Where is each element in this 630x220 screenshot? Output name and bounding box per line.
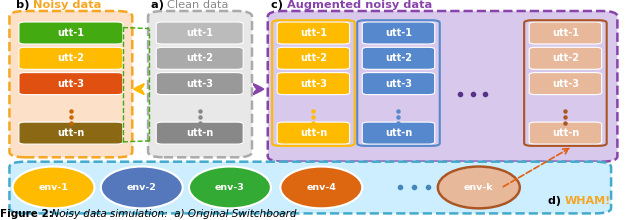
Text: utt-1: utt-1 bbox=[186, 28, 213, 38]
FancyBboxPatch shape bbox=[268, 11, 617, 162]
Text: utt-2: utt-2 bbox=[57, 53, 84, 63]
FancyBboxPatch shape bbox=[19, 122, 123, 144]
Text: env-1: env-1 bbox=[38, 183, 69, 192]
Text: env-k: env-k bbox=[464, 183, 494, 192]
FancyBboxPatch shape bbox=[529, 22, 602, 44]
FancyBboxPatch shape bbox=[529, 73, 602, 95]
Ellipse shape bbox=[438, 167, 520, 208]
Ellipse shape bbox=[280, 167, 362, 208]
FancyBboxPatch shape bbox=[277, 73, 350, 95]
FancyBboxPatch shape bbox=[156, 47, 243, 69]
Ellipse shape bbox=[189, 167, 271, 208]
Text: utt-2: utt-2 bbox=[552, 53, 579, 63]
FancyBboxPatch shape bbox=[277, 22, 350, 44]
Text: utt-2: utt-2 bbox=[300, 53, 327, 63]
Text: utt-n: utt-n bbox=[385, 128, 412, 138]
Text: utt-3: utt-3 bbox=[552, 79, 579, 89]
FancyBboxPatch shape bbox=[9, 162, 611, 213]
Text: utt-2: utt-2 bbox=[186, 53, 213, 63]
Text: utt-3: utt-3 bbox=[300, 79, 327, 89]
FancyBboxPatch shape bbox=[529, 122, 602, 144]
Text: utt-1: utt-1 bbox=[300, 28, 327, 38]
FancyBboxPatch shape bbox=[362, 22, 435, 44]
Text: d): d) bbox=[548, 196, 565, 206]
Ellipse shape bbox=[13, 167, 94, 208]
FancyBboxPatch shape bbox=[156, 122, 243, 144]
Text: utt-3: utt-3 bbox=[186, 79, 213, 89]
Text: Noisy data: Noisy data bbox=[33, 0, 102, 10]
FancyBboxPatch shape bbox=[362, 47, 435, 69]
FancyBboxPatch shape bbox=[277, 47, 350, 69]
FancyBboxPatch shape bbox=[362, 73, 435, 95]
Text: utt-n: utt-n bbox=[300, 128, 327, 138]
Text: env-4: env-4 bbox=[306, 183, 336, 192]
FancyBboxPatch shape bbox=[19, 47, 123, 69]
FancyBboxPatch shape bbox=[362, 122, 435, 144]
Text: utt-n: utt-n bbox=[552, 128, 579, 138]
Text: utt-3: utt-3 bbox=[385, 79, 412, 89]
FancyBboxPatch shape bbox=[148, 11, 252, 157]
FancyBboxPatch shape bbox=[156, 22, 243, 44]
FancyBboxPatch shape bbox=[9, 11, 132, 157]
Text: c): c) bbox=[271, 0, 287, 10]
FancyBboxPatch shape bbox=[19, 73, 123, 95]
Text: utt-1: utt-1 bbox=[57, 28, 84, 38]
Text: a): a) bbox=[151, 0, 168, 10]
Ellipse shape bbox=[101, 167, 183, 208]
Text: utt-3: utt-3 bbox=[57, 79, 84, 89]
Text: utt-n: utt-n bbox=[186, 128, 214, 138]
Text: b): b) bbox=[16, 0, 33, 10]
Text: env-2: env-2 bbox=[127, 183, 157, 192]
FancyBboxPatch shape bbox=[529, 47, 602, 69]
Text: Figure 2:: Figure 2: bbox=[0, 209, 53, 219]
Text: Noisy data simulation:  a) Original Switchboard: Noisy data simulation: a) Original Switc… bbox=[45, 209, 297, 219]
FancyBboxPatch shape bbox=[19, 22, 123, 44]
FancyBboxPatch shape bbox=[156, 73, 243, 95]
Text: WHAM!: WHAM! bbox=[564, 196, 610, 206]
Text: env-3: env-3 bbox=[215, 183, 245, 192]
Text: Augmented noisy data: Augmented noisy data bbox=[287, 0, 432, 10]
Text: utt-1: utt-1 bbox=[385, 28, 412, 38]
Text: utt-1: utt-1 bbox=[552, 28, 579, 38]
FancyBboxPatch shape bbox=[277, 122, 350, 144]
Text: Clean data: Clean data bbox=[167, 0, 228, 10]
Text: utt-2: utt-2 bbox=[385, 53, 412, 63]
Text: utt-n: utt-n bbox=[57, 128, 84, 138]
